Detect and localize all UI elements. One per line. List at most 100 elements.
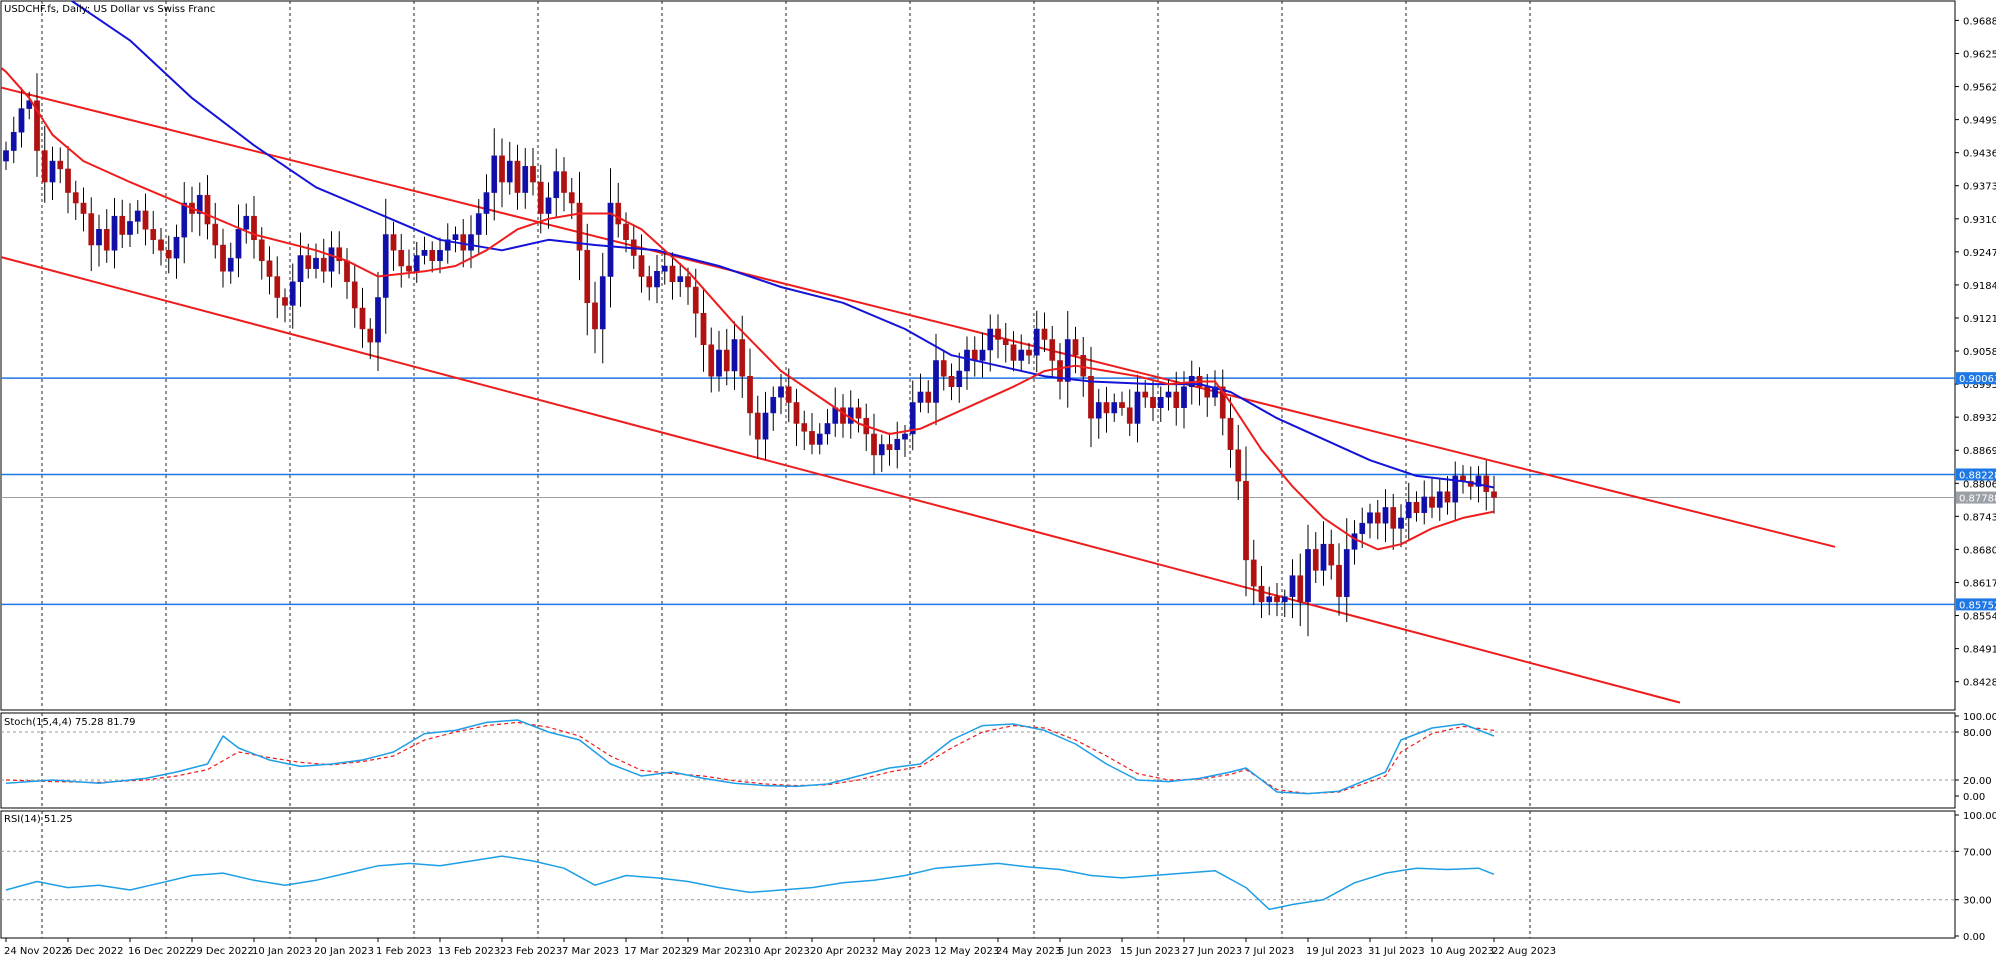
candle-body <box>251 215 257 241</box>
candle-body <box>212 223 219 246</box>
candle-body <box>971 349 978 361</box>
candle-body <box>1351 533 1358 550</box>
candle-body <box>10 131 17 151</box>
stoch-signal-line <box>5 721 1495 795</box>
candle-body <box>320 257 327 272</box>
main-pane-frame <box>0 0 1956 711</box>
level-price-tag <box>1956 372 1996 385</box>
candle-body <box>375 297 381 343</box>
candle-body <box>1142 391 1149 398</box>
candle-body <box>359 307 366 330</box>
level-price-label: 0.90063 <box>1959 374 1996 385</box>
candle-body <box>847 407 854 424</box>
candle-body <box>80 202 87 214</box>
candle-body <box>723 349 730 372</box>
candle-body <box>871 433 877 456</box>
x-tick-label: 10 Jan 2023 <box>252 946 312 957</box>
candle-body <box>1111 402 1118 414</box>
candle-body <box>747 375 753 414</box>
candle-body <box>297 255 304 283</box>
candle-body <box>150 229 157 241</box>
candle-body <box>1289 575 1296 597</box>
candle-body <box>491 155 498 193</box>
candle-body <box>824 423 831 435</box>
candle-body <box>336 247 343 262</box>
candle-body <box>49 160 56 183</box>
candle-body <box>413 255 420 272</box>
x-tick-label: 10 Aug 2023 <box>1430 946 1494 957</box>
candle-body <box>421 250 428 256</box>
candle-body <box>328 247 335 272</box>
candle-body <box>274 276 281 298</box>
candle-body <box>576 202 583 251</box>
candle-body <box>1103 402 1110 414</box>
candle-body <box>351 281 358 309</box>
candle-body <box>894 438 901 450</box>
candle-body <box>840 407 846 424</box>
candle-body <box>514 160 521 193</box>
candle-body <box>685 276 691 288</box>
candle-body <box>1452 475 1459 503</box>
candle-body <box>669 265 676 283</box>
candle-body <box>599 276 606 330</box>
candle-body <box>1491 491 1497 498</box>
candle-body <box>305 255 312 269</box>
candle-body <box>964 349 970 372</box>
candle-body <box>367 328 374 343</box>
candle-body <box>878 444 885 456</box>
candle-body <box>545 197 552 214</box>
candle-body <box>134 210 141 222</box>
candle-body <box>530 166 536 183</box>
candle-body <box>468 234 474 251</box>
x-tick-label: 20 Jan 2023 <box>314 946 374 957</box>
candle-body <box>181 202 188 238</box>
candle-body <box>933 360 939 403</box>
candle-body <box>88 213 95 246</box>
level-price-tag <box>1956 468 1996 481</box>
candle-body <box>1212 386 1218 398</box>
x-tick-label: 1 Feb 2023 <box>376 946 432 957</box>
candle-body <box>344 260 350 283</box>
x-tick-label: 2 May 2023 <box>872 946 931 957</box>
candle-body <box>1320 543 1327 571</box>
rsi-pane-frame <box>0 810 1956 939</box>
candle-body <box>1312 549 1319 571</box>
x-tick-label: 5 Jun 2023 <box>1058 946 1112 957</box>
candle-body <box>522 166 529 193</box>
candle-body <box>1367 512 1373 524</box>
candle-body <box>1258 585 1265 603</box>
candle-body <box>111 215 118 251</box>
candle-body <box>1041 328 1048 340</box>
x-tick-label: 12 May 2023 <box>934 946 999 957</box>
stochastic-pane <box>1 719 1955 795</box>
candle-body <box>1398 517 1404 529</box>
level-price-label: 0.88228 <box>1959 470 1996 481</box>
candle-body <box>1243 480 1249 561</box>
level-price-tag <box>1956 598 1996 611</box>
candle-body <box>700 313 707 345</box>
candle-body <box>1026 349 1032 356</box>
candle-body <box>770 396 777 414</box>
candle-body <box>692 286 699 314</box>
candle-body <box>816 433 823 445</box>
candle-body <box>398 250 405 267</box>
stoch-title: Stoch(15,4,4) 75.28 81.79 <box>4 717 135 728</box>
stoch-y-tick-label: 0.00 <box>1963 792 1985 803</box>
candle-body <box>196 194 203 214</box>
current-price-tag <box>1956 491 1996 504</box>
chart-title: USDCHF.fs, Daily: US Dollar vs Swiss Fra… <box>4 4 215 15</box>
price-plot-area <box>1 1 1955 704</box>
stoch-y-tick-label: 80.00 <box>1963 728 1992 739</box>
candle-body <box>72 192 79 204</box>
